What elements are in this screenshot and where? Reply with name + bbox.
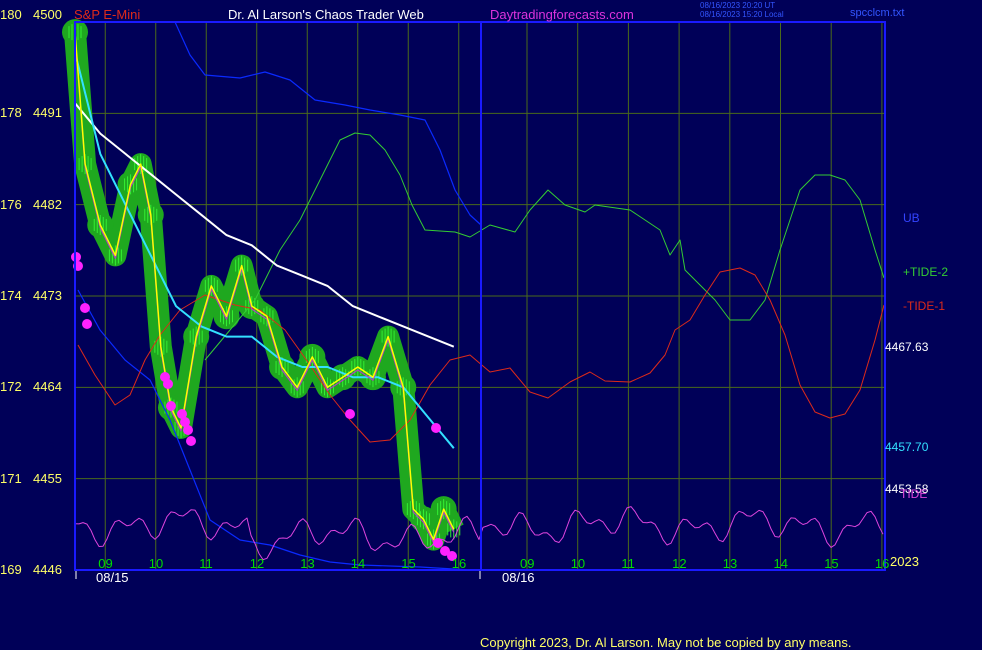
axis-label-price: 4491 bbox=[33, 105, 62, 121]
right-label: 4457.70 bbox=[885, 440, 929, 454]
price-glow-band bbox=[64, 31, 464, 551]
axis-label-price: 4500 bbox=[33, 7, 62, 22]
tide2-line bbox=[204, 132, 885, 361]
x-tick-label: 11 bbox=[199, 556, 213, 571]
axis-label-price: 4446 bbox=[33, 562, 62, 577]
x-tick-label: 13 bbox=[300, 556, 315, 571]
axis-label-a: 172 bbox=[0, 379, 22, 395]
pivot-dot bbox=[440, 546, 450, 556]
tide-line bbox=[74, 506, 884, 561]
price-trace-line bbox=[74, 35, 455, 544]
right-label: 4467.63 bbox=[885, 340, 929, 354]
right-label: 4453.58 bbox=[885, 482, 929, 496]
axis-label-a: 178 bbox=[0, 105, 22, 121]
data-file-label: spcclcm.txt bbox=[850, 7, 905, 19]
pivot-dot bbox=[431, 423, 441, 433]
instrument-label: S&P E-Mini bbox=[74, 7, 141, 22]
axis-label-price: 4482 bbox=[33, 196, 62, 212]
x-tick-label: 12 bbox=[249, 556, 265, 571]
axis-label-a: 176 bbox=[0, 196, 22, 212]
copyright: Copyright 2023, Dr. Al Larson. May not b… bbox=[480, 635, 852, 650]
chart-lines bbox=[74, 21, 885, 571]
pivot-dot bbox=[183, 425, 193, 435]
pivot-dot bbox=[447, 551, 457, 561]
price-line bbox=[74, 32, 455, 541]
right-label: UB bbox=[903, 211, 920, 225]
site-link[interactable]: Daytradingforecasts.com bbox=[490, 7, 634, 22]
chart-title: Dr. Al Larson's Chaos Trader Web bbox=[228, 7, 424, 22]
axis-label-a: 169 bbox=[0, 562, 22, 577]
blue-lower-band bbox=[77, 289, 471, 571]
x-tick-label: 10 bbox=[148, 556, 164, 571]
pivot-dot bbox=[80, 303, 90, 313]
pivot-dot bbox=[186, 436, 196, 446]
axis-label-price: 4455 bbox=[33, 470, 62, 486]
year-label: 2023 bbox=[890, 554, 919, 569]
pivot-dot bbox=[180, 417, 190, 427]
slow-average-line bbox=[74, 102, 455, 348]
pivot-dot bbox=[177, 409, 187, 419]
fast-average-line bbox=[74, 52, 455, 449]
x-tick-label: 14 bbox=[773, 556, 788, 571]
date-label: 08/15 bbox=[96, 570, 129, 585]
blue-upper-band bbox=[174, 21, 482, 226]
x-tick-label: 14 bbox=[350, 556, 366, 571]
x-tick-label: 09 bbox=[520, 556, 535, 571]
right-label: TIDE bbox=[900, 487, 928, 501]
x-tick-label: 12 bbox=[672, 556, 687, 571]
x-tick-label: 16 bbox=[451, 556, 467, 571]
x-tick-label: 16 bbox=[874, 556, 890, 571]
date-label: 08/16 bbox=[502, 570, 535, 585]
x-tick-label: 15 bbox=[824, 556, 839, 571]
x-tick-label: 13 bbox=[722, 556, 738, 571]
time-stamp-local: 08/16/2023 15:20 Local bbox=[700, 10, 784, 19]
x-tick-label: 10 bbox=[570, 556, 586, 571]
pivot-dot bbox=[166, 401, 176, 411]
price-glow bbox=[62, 19, 464, 551]
time-stamp-ut: 08/16/2023 20:20 UT bbox=[700, 1, 776, 10]
axis-label-a: 174 bbox=[0, 288, 22, 303]
axis-label-a: 171 bbox=[0, 470, 22, 486]
tide1-line bbox=[77, 267, 885, 443]
x-tick-label: 15 bbox=[401, 556, 416, 571]
axis-label-price: 4473 bbox=[33, 288, 62, 303]
pivot-dot bbox=[163, 379, 173, 389]
x-tick-label: 11 bbox=[621, 556, 635, 571]
right-label: -TIDE-1 bbox=[903, 299, 945, 313]
axis-label-price: 4464 bbox=[33, 379, 62, 395]
pivot-dot bbox=[82, 319, 92, 329]
pivot-dot bbox=[433, 538, 443, 548]
x-tick-label: 09 bbox=[98, 556, 113, 571]
right-label: +TIDE-2 bbox=[903, 265, 949, 279]
pivot-dot bbox=[345, 409, 355, 419]
axis-top-a: 180 bbox=[0, 7, 22, 22]
